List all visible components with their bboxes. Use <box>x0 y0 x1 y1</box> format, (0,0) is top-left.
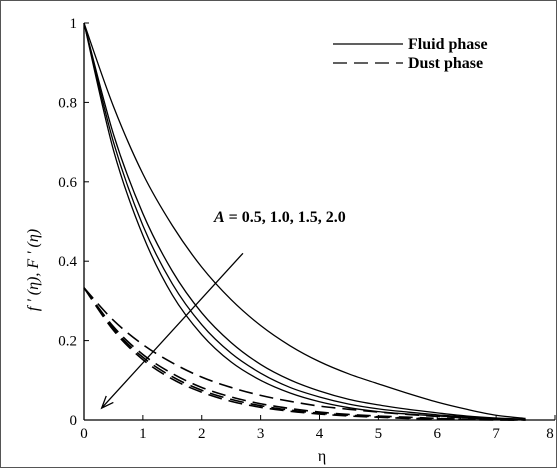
y-tick-label: 0.6 <box>58 175 77 191</box>
x-tick-label: 1 <box>139 426 147 442</box>
curves <box>83 22 526 421</box>
y-tick-label: 0.8 <box>58 95 77 111</box>
x-axis-label: η <box>318 448 326 465</box>
fluid-phase-curve-1 <box>83 22 526 420</box>
annotation-symbol: A <box>213 209 225 226</box>
fluid-phase-curve-3 <box>83 22 526 420</box>
tick-labels: 0 1 2 3 4 5 6 7 8 0 0.2 0.4 0.6 0.8 1 <box>58 16 554 442</box>
parameter-annotation: A = 0.5, 1.0, 1.5, 2.0 <box>100 209 346 410</box>
annotation-label: A = 0.5, 1.0, 1.5, 2.0 <box>213 209 346 226</box>
y-tick-label: 1 <box>70 16 78 32</box>
x-tick-label: 3 <box>257 426 265 442</box>
legend: Fluid phase Dust phase <box>333 36 488 72</box>
annotation-arrow <box>101 252 244 409</box>
x-tick-label: 2 <box>198 426 206 442</box>
x-tick-label: 6 <box>434 426 442 442</box>
annotation-values: = 0.5, 1.0, 1.5, 2.0 <box>225 209 346 226</box>
y-tick-label: 0 <box>70 413 78 429</box>
fluid-phase-curve-2 <box>83 22 526 420</box>
x-tick-label: 8 <box>546 426 554 442</box>
y-tick-label: 0.4 <box>58 254 77 270</box>
dust-phase-curve-1 <box>83 287 526 421</box>
x-tick-label: 7 <box>492 426 500 442</box>
y-tick-label: 0.2 <box>58 334 77 350</box>
dust-phase-curve-4 <box>83 287 526 421</box>
legend-label-dust: Dust phase <box>408 55 483 72</box>
annotation-arrowhead <box>100 395 114 410</box>
y-axis-label: f ' (η), F ' (η) <box>25 229 42 311</box>
legend-label-fluid: Fluid phase <box>408 36 488 53</box>
x-tick-label: 4 <box>316 426 324 442</box>
dust-phase-curve-3 <box>83 287 526 421</box>
x-tick-label: 0 <box>80 426 88 442</box>
x-tick-label: 5 <box>375 426 383 442</box>
